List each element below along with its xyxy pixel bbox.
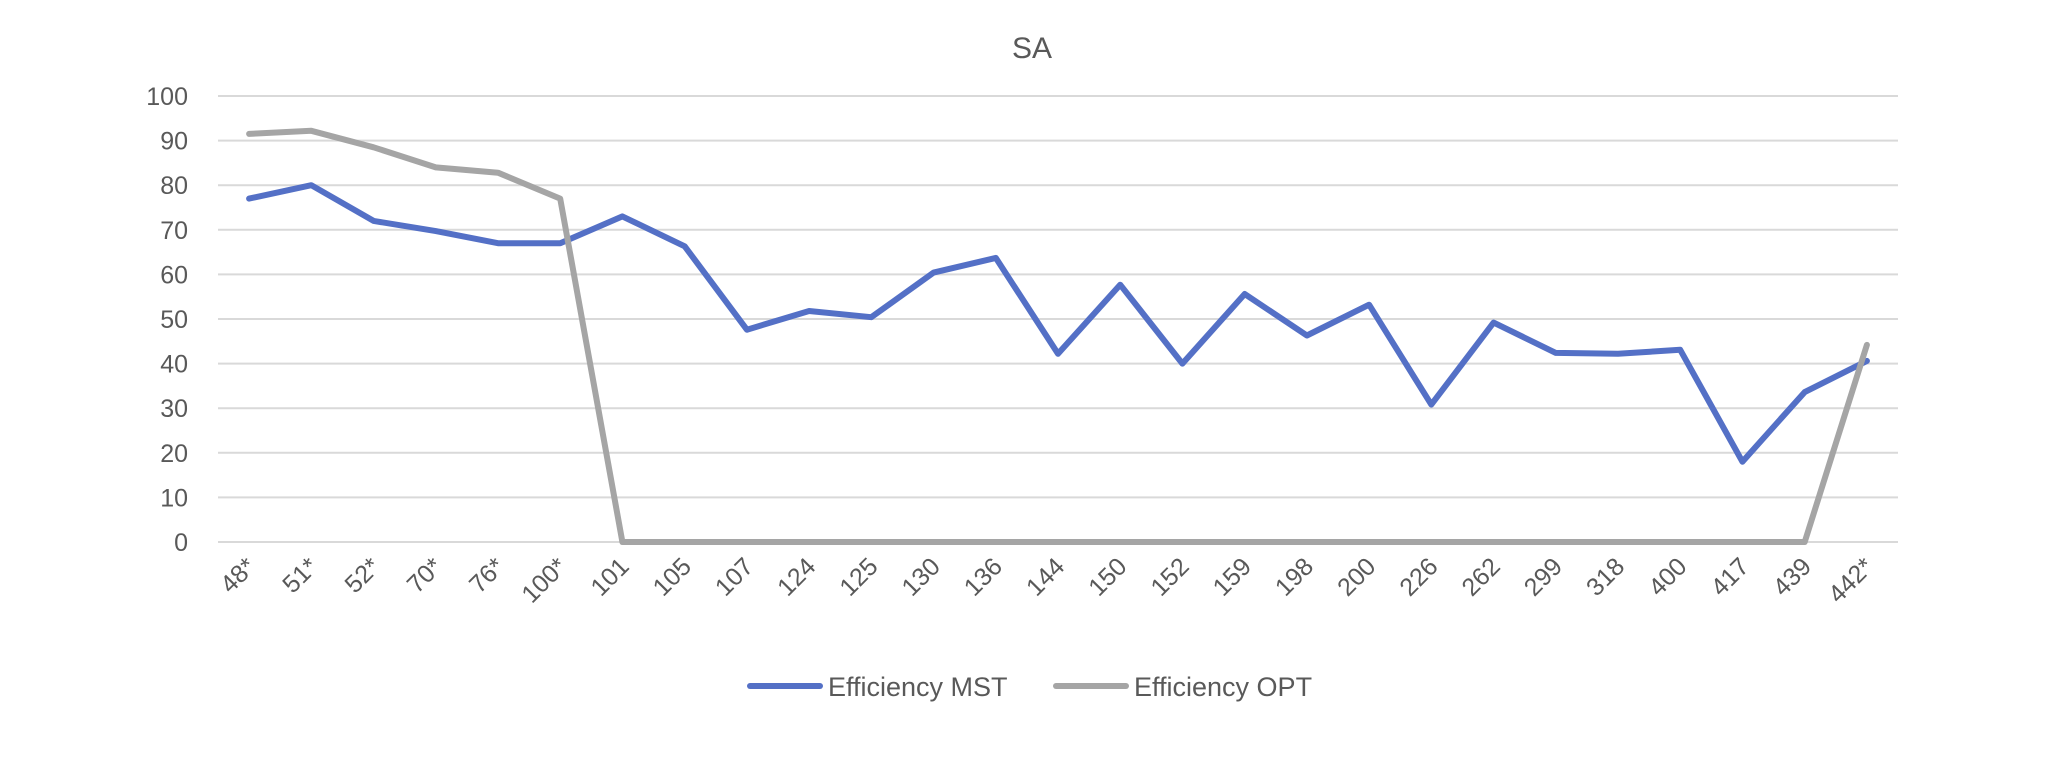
x-tick-label: 130 (896, 552, 945, 601)
y-tick-label: 100 (146, 83, 188, 111)
y-tick-label: 20 (160, 440, 188, 468)
x-axis-ticks: 48* 51* 52* 70* 76* 100* 101 105 107 124 125 130 136… (215, 552, 1879, 608)
series-lines (246, 127, 1870, 545)
x-tick-label: 51* (277, 552, 324, 599)
y-tick-label: 10 (160, 484, 188, 512)
x-tick-label: 417 (1705, 552, 1754, 601)
x-tick-label: 152 (1145, 552, 1194, 601)
y-tick-label: 70 (160, 217, 188, 245)
y-tick-label: 50 (160, 306, 188, 334)
y-tick-label: 80 (160, 172, 188, 200)
y-axis-ticks: 0 10 20 30 40 50 60 70 80 90 100 (146, 83, 188, 557)
x-tick-label: 124 (772, 552, 821, 601)
x-tick-label: 442* (1823, 552, 1879, 608)
x-tick-label: 200 (1332, 552, 1381, 601)
x-tick-label: 70* (402, 552, 449, 599)
x-tick-label: 198 (1270, 552, 1319, 601)
y-tick-label: 90 (160, 128, 188, 156)
x-tick-label: 226 (1394, 552, 1443, 601)
y-tick-label: 30 (160, 395, 188, 423)
x-tick-label: 52* (339, 552, 386, 599)
x-tick-label: 299 (1519, 552, 1568, 601)
x-tick-label: 318 (1581, 552, 1630, 601)
series-line-efficiency-mst (246, 182, 1870, 465)
series-line-efficiency-opt (246, 127, 1870, 545)
gridlines (218, 95, 1898, 543)
y-tick-label: 0 (174, 529, 188, 557)
x-tick-label: 105 (648, 552, 697, 601)
x-tick-label: 48* (215, 552, 262, 599)
legend: Efficiency MST Efficiency OPT (747, 672, 1312, 702)
x-tick-label: 125 (834, 552, 883, 601)
x-tick-label: 159 (1208, 552, 1257, 601)
legend-label: Efficiency OPT (1134, 672, 1312, 702)
x-tick-label: 144 (1021, 552, 1070, 601)
x-tick-label: 400 (1643, 552, 1692, 601)
y-tick-label: 60 (160, 261, 188, 289)
y-tick-label: 40 (160, 351, 188, 379)
x-tick-label: 150 (1083, 552, 1132, 601)
x-tick-label: 100* (516, 552, 572, 608)
chart-title: SA (1012, 32, 1052, 65)
x-tick-label: 107 (710, 552, 759, 601)
x-tick-label: 439 (1768, 552, 1817, 601)
legend-label: Efficiency MST (828, 672, 1008, 702)
x-tick-label: 101 (585, 552, 634, 601)
x-tick-label: 76* (464, 552, 511, 599)
x-tick-label: 262 (1456, 552, 1505, 601)
x-tick-label: 136 (959, 552, 1008, 601)
